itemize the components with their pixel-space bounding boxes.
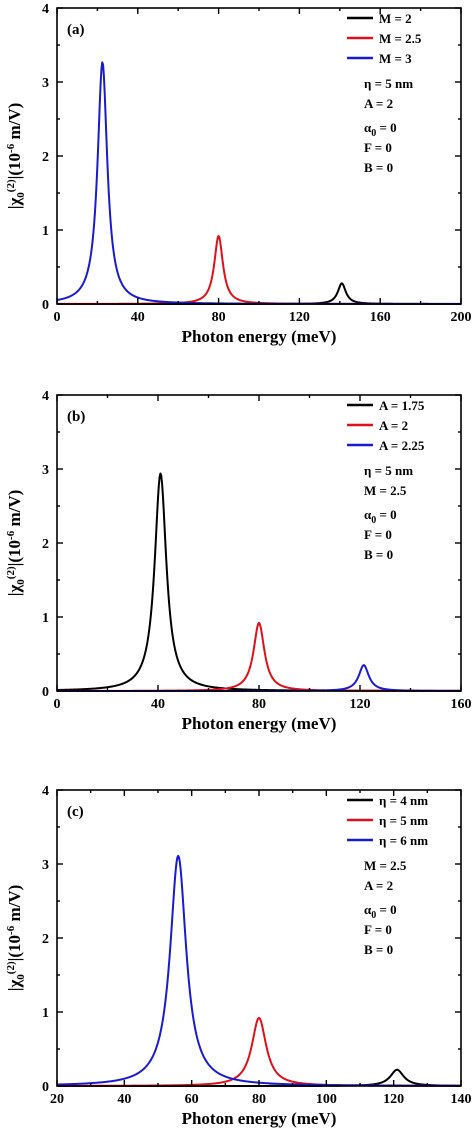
panel-label: (b) bbox=[67, 409, 85, 425]
param-label: A = 2 bbox=[364, 96, 393, 111]
x-tick-label: 140 bbox=[451, 1092, 472, 1107]
legend-entry: A = 2 bbox=[379, 418, 408, 433]
legend-entry: η = 6 nm bbox=[379, 833, 428, 848]
param-label: M = 2.5 bbox=[364, 858, 407, 873]
param-label: F = 0 bbox=[364, 922, 392, 937]
param-label: α0 = 0 bbox=[364, 902, 397, 921]
x-tick-label: 120 bbox=[383, 1092, 404, 1107]
x-tick-label: 160 bbox=[451, 697, 472, 712]
y-tick-label: 0 bbox=[42, 1080, 49, 1095]
y-tick-label: 4 bbox=[42, 389, 49, 404]
legend-entry: A = 1.75 bbox=[379, 398, 425, 413]
param-label: F = 0 bbox=[364, 527, 392, 542]
series-line-2 bbox=[56, 621, 462, 692]
legend-entry: M = 2 bbox=[379, 11, 412, 26]
legend-entry: M = 3 bbox=[379, 51, 412, 66]
x-tick-label: 120 bbox=[350, 697, 371, 712]
y-tick-label: 1 bbox=[42, 224, 49, 239]
series-line-1 bbox=[56, 472, 462, 692]
chart-panel-a: 0 40 80 120 160 200 0 1 2 3 4 Photon energy (meV) |χ… bbox=[5, 2, 472, 346]
y-axis-label: |χ0(2)|(10-6 m/V) bbox=[5, 490, 27, 597]
x-tick-label: 60 bbox=[185, 1092, 199, 1107]
param-label: η = 5 nm bbox=[364, 76, 413, 91]
x-tick-label: 200 bbox=[451, 310, 472, 325]
param-label: A = 2 bbox=[364, 878, 393, 893]
param-label: F = 0 bbox=[364, 140, 392, 155]
y-axis-label: |χ0(2)|(10-6 m/V) bbox=[5, 103, 27, 210]
y-tick-label: 1 bbox=[42, 1006, 49, 1021]
series-line-3 bbox=[56, 854, 462, 1087]
x-axis-label: Photon energy (meV) bbox=[182, 714, 337, 733]
y-tick-label: 2 bbox=[42, 150, 49, 165]
x-tick-label: 20 bbox=[50, 1092, 64, 1107]
panel-label: (a) bbox=[67, 22, 85, 38]
x-tick-label: 160 bbox=[370, 310, 391, 325]
y-tick-label: 1 bbox=[42, 611, 49, 626]
y-tick-label: 3 bbox=[42, 858, 49, 873]
y-tick-label: 4 bbox=[42, 2, 49, 17]
param-label: η = 5 nm bbox=[364, 463, 413, 478]
x-tick-label: 80 bbox=[212, 310, 226, 325]
legend-entry: η = 4 nm bbox=[379, 793, 428, 808]
series-line-2 bbox=[56, 1016, 462, 1087]
legend-entry: M = 2.5 bbox=[379, 31, 422, 46]
y-tick-label: 2 bbox=[42, 932, 49, 947]
param-label: B = 0 bbox=[364, 547, 393, 562]
x-axis-label: Photon energy (meV) bbox=[182, 1109, 337, 1128]
x-axis-label: Photon energy (meV) bbox=[182, 327, 337, 346]
y-tick-label: 2 bbox=[42, 537, 49, 552]
series-line-1 bbox=[56, 282, 462, 305]
param-label: M = 2.5 bbox=[364, 483, 407, 498]
param-label: B = 0 bbox=[364, 942, 393, 957]
y-tick-label: 0 bbox=[42, 298, 49, 313]
x-tick-label: 80 bbox=[252, 1092, 266, 1107]
panel-label: (c) bbox=[67, 804, 84, 820]
x-tick-label: 80 bbox=[252, 697, 266, 712]
x-tick-label: 0 bbox=[54, 697, 61, 712]
y-tick-label: 3 bbox=[42, 463, 49, 478]
chart-panel-c: 20 40 60 80 100 120 140 0 1 2 3 4 Photon energy (meV… bbox=[5, 784, 472, 1128]
x-tick-label: 40 bbox=[131, 310, 145, 325]
legend-entry: A = 2.25 bbox=[379, 438, 425, 453]
chart-panel-b: 0 40 80 120 160 0 1 2 3 4 Photon energy (meV) |χ0(2… bbox=[5, 389, 472, 733]
x-tick-label: 40 bbox=[151, 697, 165, 712]
x-tick-label: 0 bbox=[54, 310, 61, 325]
x-tick-label: 100 bbox=[316, 1092, 337, 1107]
param-label: α0 = 0 bbox=[364, 507, 397, 526]
y-tick-label: 3 bbox=[42, 76, 49, 91]
y-tick-label: 4 bbox=[42, 784, 49, 799]
param-label: α0 = 0 bbox=[364, 120, 397, 139]
x-tick-label: 120 bbox=[289, 310, 310, 325]
y-axis-label: |χ0(2)|(10-6 m/V) bbox=[5, 885, 27, 992]
y-tick-label: 0 bbox=[42, 685, 49, 700]
x-tick-label: 40 bbox=[117, 1092, 131, 1107]
legend-entry: η = 5 nm bbox=[379, 813, 428, 828]
param-label: B = 0 bbox=[364, 160, 393, 175]
series-line-3 bbox=[56, 61, 462, 305]
